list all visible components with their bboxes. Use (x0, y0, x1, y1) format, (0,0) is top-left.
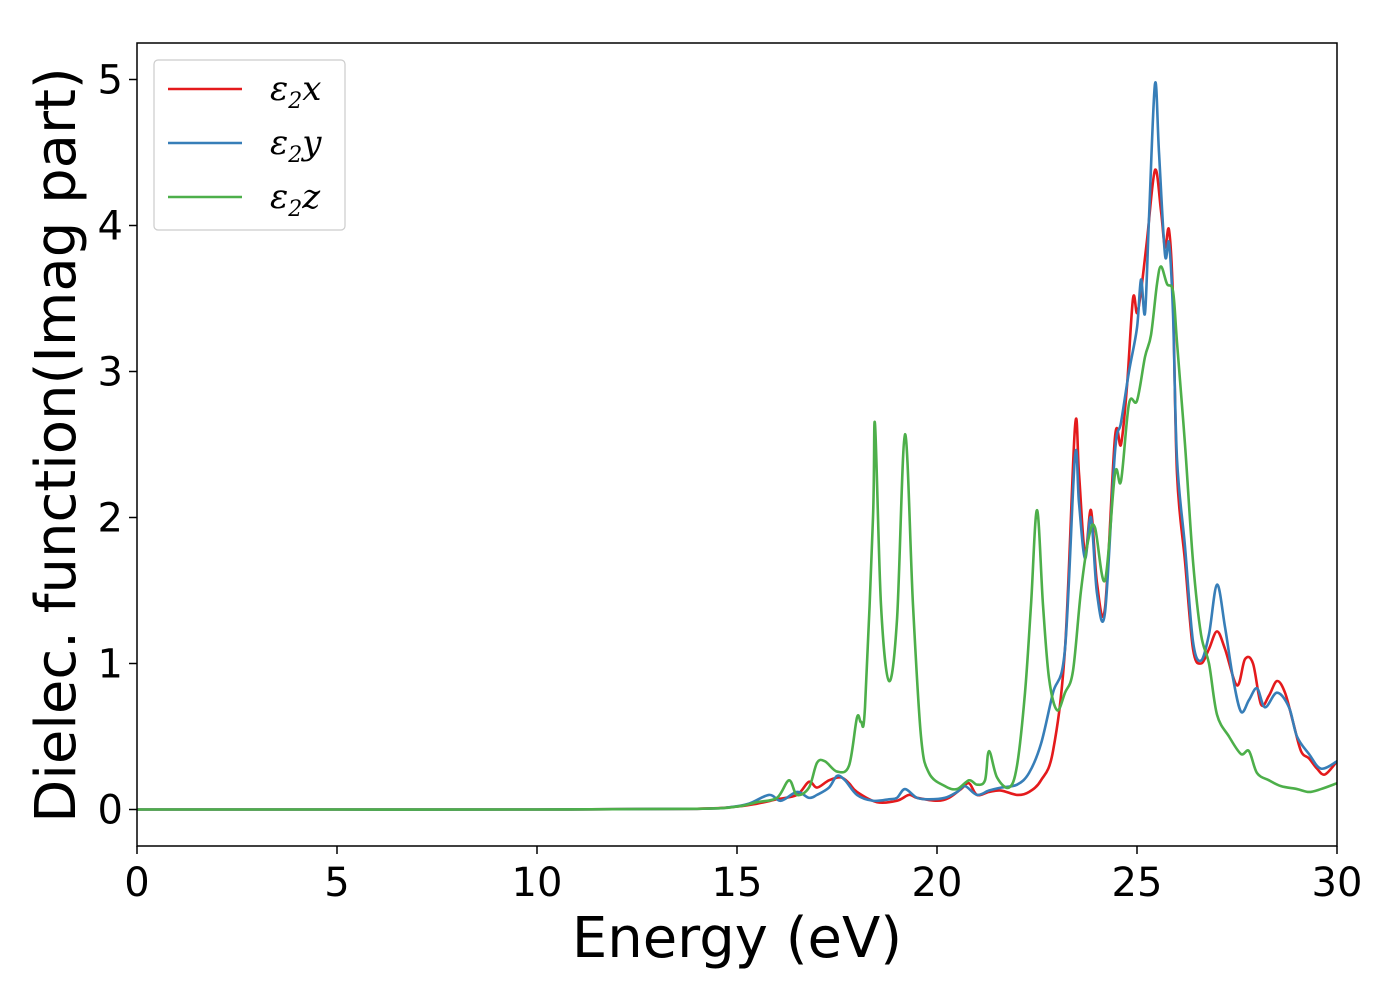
legend-label-z: ε2z (270, 177, 321, 222)
x-axis-title: Energy (eV) (572, 906, 902, 971)
y-tick-label: 1 (98, 642, 123, 688)
y-tick-label: 5 (98, 58, 123, 104)
y-tick-label: 4 (98, 204, 123, 250)
series-line-x (137, 168, 1337, 811)
y-tick-label: 2 (98, 496, 123, 542)
series-line-y (137, 81, 1337, 811)
x-tick-label: 30 (1312, 860, 1363, 906)
legend-label-y: ε2y (270, 123, 322, 168)
x-tick-label: 5 (324, 860, 349, 906)
x-axis: 0 5 10 15 20 25 30 (124, 846, 1362, 906)
y-tick-label: 3 (98, 350, 123, 396)
x-tick-label: 10 (512, 860, 563, 906)
series-line-z (137, 265, 1337, 811)
y-axis: 0 1 2 3 4 5 (98, 58, 137, 834)
legend-frame (153, 59, 346, 231)
legend-label-x: ε2x (270, 69, 321, 114)
legend: ε2x ε2y ε2z (153, 59, 346, 231)
x-tick-label: 25 (1112, 860, 1163, 906)
x-tick-label: 0 (124, 860, 149, 906)
x-tick-label: 15 (712, 860, 763, 906)
series-layer (137, 81, 1337, 811)
y-tick-label: 0 (98, 788, 123, 834)
x-tick-label: 20 (912, 860, 963, 906)
y-axis-title: Dielec. function(Imag part) (24, 67, 89, 823)
